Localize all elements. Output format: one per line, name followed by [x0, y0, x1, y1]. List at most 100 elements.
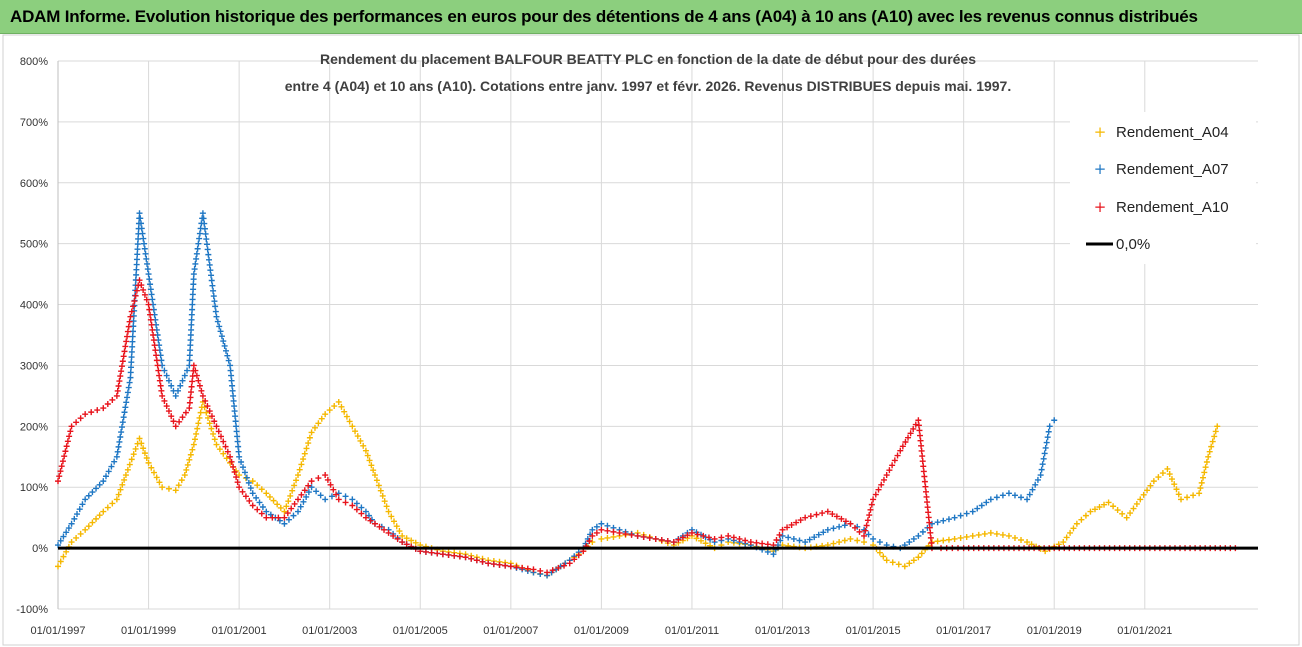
data-point — [899, 443, 906, 450]
data-point — [231, 403, 238, 410]
data-point — [153, 357, 160, 364]
data-point — [189, 301, 196, 308]
data-point — [646, 534, 653, 541]
data-point — [1175, 491, 1182, 498]
data-point — [113, 496, 120, 503]
data-point — [119, 481, 126, 488]
data-point — [263, 514, 270, 521]
data-point — [258, 486, 265, 493]
data-point — [895, 561, 902, 568]
data-point — [1091, 506, 1098, 513]
data-point — [863, 522, 870, 529]
data-point — [192, 260, 199, 267]
data-point — [381, 526, 388, 533]
data-point — [915, 532, 922, 539]
data-point — [186, 405, 193, 412]
data-point — [89, 519, 96, 526]
data-point — [269, 514, 276, 521]
data-point — [978, 502, 985, 509]
data-point — [145, 271, 152, 278]
data-point — [1200, 474, 1207, 481]
data-point — [303, 445, 310, 452]
data-point — [293, 477, 300, 484]
data-point — [108, 463, 115, 470]
data-point — [116, 438, 123, 445]
data-point — [146, 306, 153, 313]
data-point — [910, 557, 917, 564]
data-point — [353, 506, 360, 513]
data-point — [235, 443, 242, 450]
data-point — [658, 536, 665, 543]
data-point — [178, 477, 185, 484]
data-point — [161, 397, 168, 404]
data-point — [428, 549, 435, 556]
data-point — [198, 387, 205, 394]
data-point — [308, 429, 315, 436]
series-layer — [55, 210, 1239, 579]
data-point — [934, 519, 941, 526]
data-point — [143, 454, 150, 461]
data-point — [177, 382, 184, 389]
data-point — [235, 448, 242, 455]
data-point — [211, 436, 218, 443]
data-point — [919, 458, 926, 465]
data-point — [285, 498, 292, 505]
data-point — [186, 352, 193, 359]
data-point — [123, 399, 130, 406]
data-point — [186, 357, 193, 364]
data-point — [57, 468, 64, 475]
data-point — [918, 550, 925, 557]
data-point — [983, 499, 990, 506]
data-point — [940, 537, 947, 544]
data-point — [670, 539, 677, 546]
data-point — [838, 515, 845, 522]
data-point — [1018, 494, 1025, 501]
data-point — [640, 533, 647, 540]
data-point — [544, 569, 551, 576]
data-point — [93, 515, 100, 522]
data-point — [181, 472, 188, 479]
data-point — [555, 564, 562, 571]
data-point — [215, 428, 222, 435]
data-point — [205, 414, 211, 421]
data-point — [829, 511, 836, 518]
data-point — [156, 377, 163, 384]
data-point — [301, 487, 308, 494]
data-point — [222, 443, 229, 450]
data-point — [125, 323, 132, 330]
data-point — [1150, 478, 1157, 485]
data-point — [342, 493, 349, 500]
data-point — [861, 532, 868, 539]
data-point — [854, 537, 861, 544]
data-point — [1011, 492, 1018, 499]
data-point — [117, 373, 124, 380]
data-point — [905, 434, 912, 441]
data-point — [313, 488, 320, 495]
data-point — [1046, 423, 1053, 430]
data-point — [1206, 448, 1213, 455]
data-point — [151, 342, 158, 349]
data-point — [125, 384, 132, 391]
data-point — [610, 533, 617, 540]
data-point — [439, 551, 446, 558]
data-point — [207, 267, 214, 274]
data-point — [277, 504, 284, 511]
data-point — [549, 567, 556, 574]
data-point — [575, 552, 582, 559]
data-point — [393, 523, 400, 530]
data-point — [915, 417, 922, 424]
y-tick-label: 100% — [20, 482, 48, 494]
grid-layer — [57, 60, 1258, 610]
data-point — [212, 308, 219, 315]
data-point — [224, 352, 231, 359]
data-point — [301, 450, 308, 457]
data-point — [1040, 455, 1047, 462]
data-point — [326, 407, 333, 414]
data-point — [236, 484, 243, 491]
data-point — [189, 296, 196, 303]
legend-marker-a07: + — [1094, 160, 1107, 178]
data-point — [957, 512, 964, 519]
data-point — [927, 529, 934, 536]
data-point — [883, 472, 890, 479]
data-point — [349, 423, 356, 430]
